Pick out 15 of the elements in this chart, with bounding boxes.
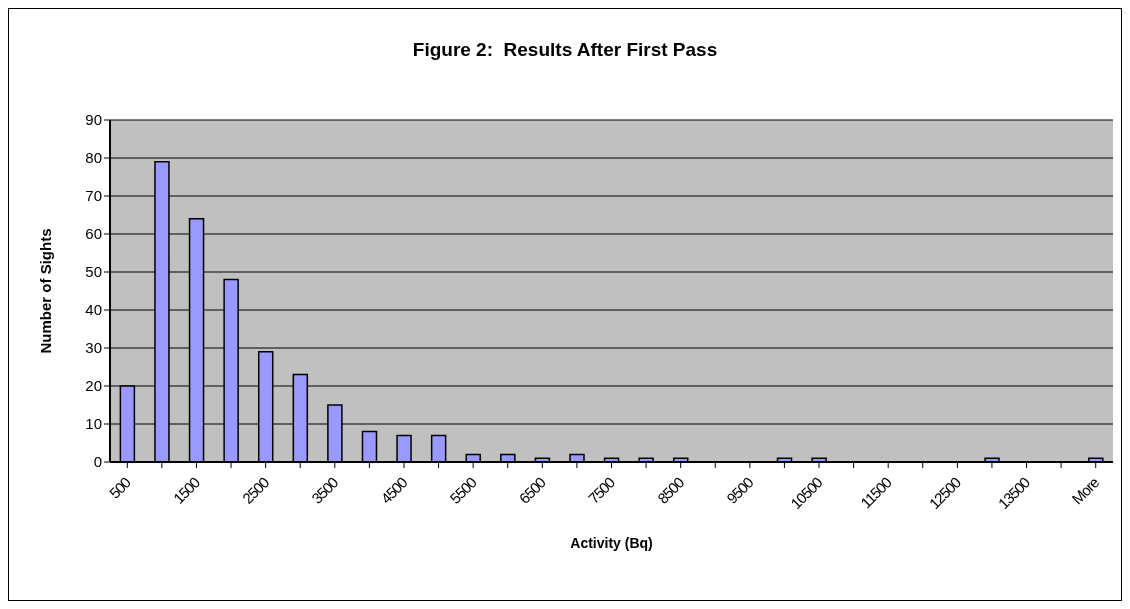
y-tick-label: 20 bbox=[85, 377, 102, 395]
y-tick-label: 10 bbox=[85, 415, 102, 433]
x-tick-label: 500 bbox=[105, 473, 134, 502]
x-tick-label: 7500 bbox=[584, 473, 619, 507]
y-tick-label: 0 bbox=[93, 453, 102, 471]
x-axis-title: Activity (Bq) bbox=[570, 535, 653, 551]
y-tick-label: 70 bbox=[85, 187, 102, 205]
chart-title: Figure 2: Results After First Pass bbox=[411, 39, 719, 61]
y-axis-title: Number of Sights bbox=[37, 228, 55, 354]
y-tick-label: 30 bbox=[85, 339, 102, 357]
y-tick-label: 50 bbox=[85, 263, 102, 281]
y-tick-label: 80 bbox=[85, 149, 102, 167]
y-tick-label: 90 bbox=[85, 111, 102, 129]
y-tick-label: 40 bbox=[85, 301, 102, 319]
y-tick-label: 60 bbox=[85, 225, 102, 243]
